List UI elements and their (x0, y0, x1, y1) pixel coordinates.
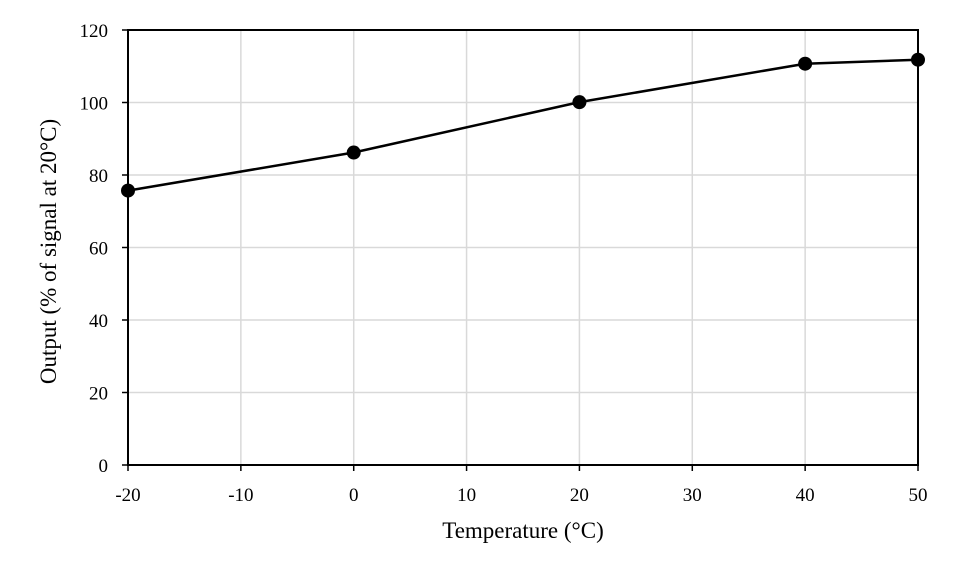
y-axis-title: Output (% of signal at 20°C) (36, 119, 61, 384)
y-tick-label: 40 (89, 311, 108, 332)
y-tick-label: 120 (80, 21, 109, 42)
data-point-marker (798, 56, 813, 71)
x-tick-label: 40 (796, 485, 815, 506)
axis-ticks: -20 -10 0 10 20 30 40 50 0 20 40 60 80 100 120 (80, 21, 928, 506)
y-tick-label: 60 (89, 239, 108, 260)
gridlines (127, 29, 919, 466)
y-tick-label: 0 (99, 456, 109, 477)
x-tick-label: -20 (115, 485, 140, 506)
y-tick-label: 20 (89, 384, 108, 405)
x-tick-label: 0 (349, 485, 359, 506)
x-tick-label: -10 (228, 485, 253, 506)
data-point-marker (346, 145, 361, 160)
series-line (127, 58, 919, 192)
x-tick-label: 10 (457, 485, 476, 506)
y-tick-label: 100 (80, 94, 109, 115)
x-tick-label: 30 (683, 485, 702, 506)
y-tick-label: 80 (89, 166, 108, 187)
x-tick-label: 20 (570, 485, 589, 506)
data-point-marker (572, 95, 587, 110)
x-tick-label: 50 (909, 485, 928, 506)
x-axis-title: Temperature (°C) (442, 518, 603, 543)
